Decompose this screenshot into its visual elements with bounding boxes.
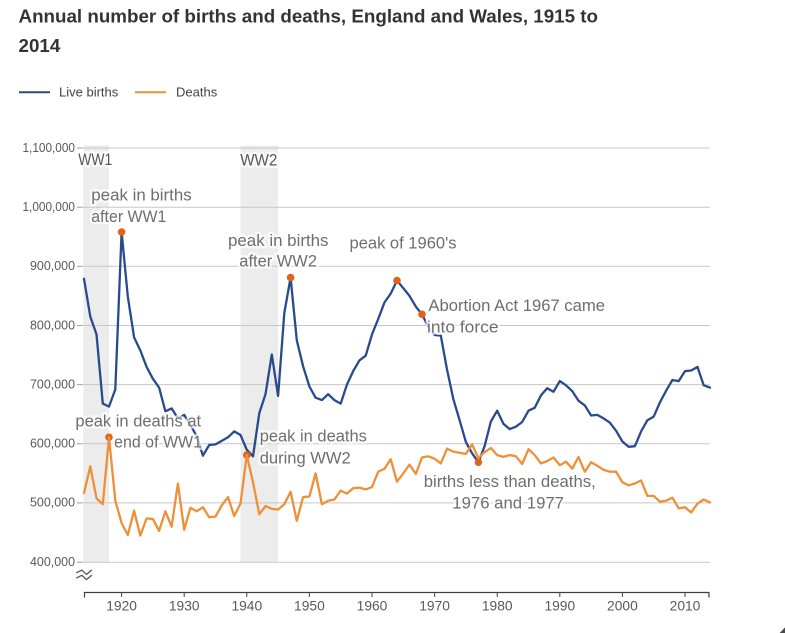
svg-text:Annual number of births and de: Annual number of births and deaths, Engl… [19,5,599,26]
svg-text:1950: 1950 [294,599,325,614]
svg-text:2010: 2010 [670,599,701,614]
svg-text:700,000: 700,000 [30,376,75,391]
svg-text:1920: 1920 [106,599,137,614]
svg-text:peak in births: peak in births [228,231,329,250]
svg-text:WW1: WW1 [78,150,112,169]
svg-text:1930: 1930 [169,599,200,614]
svg-text:1980: 1980 [482,599,513,614]
svg-text:Live births: Live births [59,84,119,99]
svg-text:600,000: 600,000 [30,436,75,451]
svg-text:1990: 1990 [544,599,575,614]
svg-text:400,000: 400,000 [30,554,75,569]
svg-text:1976 and 1977: 1976 and 1977 [452,494,564,513]
svg-text:during WW2: during WW2 [260,448,351,467]
svg-text:peak of 1960's: peak of 1960's [350,234,457,253]
svg-text:into force: into force [427,318,499,337]
svg-text:Deaths: Deaths [176,84,218,99]
svg-text:500,000: 500,000 [30,495,75,510]
svg-text:1960: 1960 [357,599,388,614]
svg-text:peak in births: peak in births [91,185,191,204]
svg-text:after WW2: after WW2 [239,252,317,271]
svg-text:2014: 2014 [19,35,61,56]
svg-text:peak in deaths at: peak in deaths at [75,412,201,431]
svg-text:2000: 2000 [607,599,638,614]
svg-text:1970: 1970 [419,599,450,614]
svg-text:births less than deaths,: births less than deaths, [424,472,596,491]
svg-text:WW2: WW2 [240,151,277,170]
svg-text:1,000,000: 1,000,000 [23,199,76,214]
svg-text:end of WW1: end of WW1 [114,433,202,452]
svg-text:after WW1: after WW1 [91,207,166,226]
svg-text:800,000: 800,000 [30,317,75,332]
svg-text:1940: 1940 [231,599,262,614]
svg-text:900,000: 900,000 [30,258,75,273]
svg-text:1,100,000: 1,100,000 [23,140,76,155]
svg-text:Abortion Act 1967 came: Abortion Act 1967 came [428,296,605,315]
svg-text:peak in deaths: peak in deaths [260,427,367,446]
